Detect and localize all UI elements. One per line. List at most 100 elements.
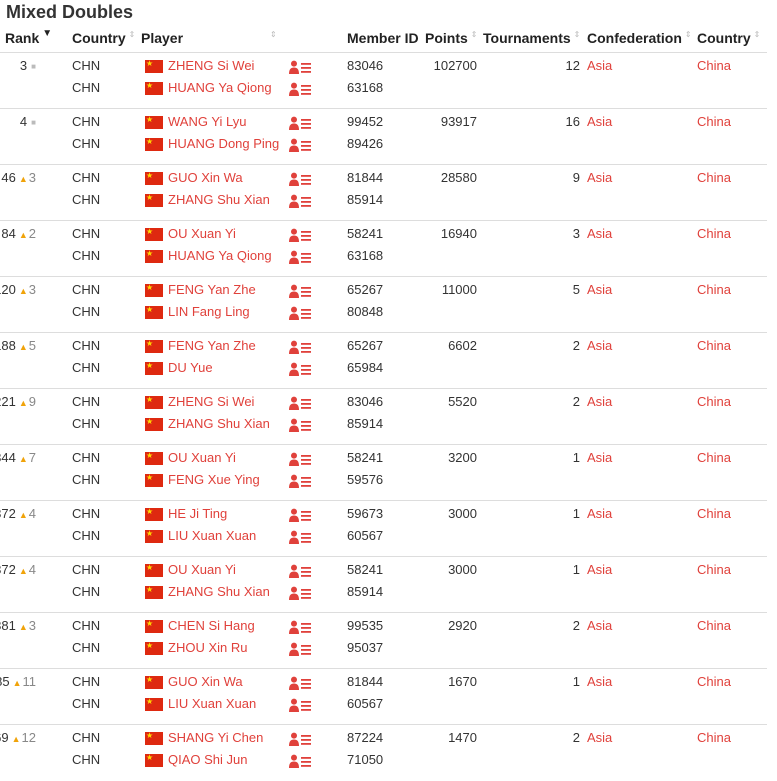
player-name-link[interactable]: OU Xuan Yi bbox=[168, 450, 236, 465]
confederation-link[interactable]: Asia bbox=[587, 114, 613, 129]
sort-icon[interactable]: ⇕ bbox=[270, 30, 277, 39]
player-name-link[interactable]: OU Xuan Yi bbox=[168, 226, 236, 241]
country-link[interactable]: China bbox=[697, 618, 731, 633]
confederation-link[interactable]: Asia bbox=[587, 506, 613, 521]
person-list-icon[interactable] bbox=[289, 60, 313, 74]
sort-icon[interactable]: ⇕ bbox=[753, 30, 761, 39]
player-name-link[interactable]: HUANG Ya Qiong bbox=[168, 248, 272, 263]
player-name-link[interactable]: ZHANG Shu Xian bbox=[168, 192, 270, 207]
player-name-link[interactable]: LIN Fang Ling bbox=[168, 304, 250, 319]
player-name-link[interactable]: QIAO Shi Jun bbox=[168, 752, 248, 767]
player-name-link[interactable]: HUANG Dong Ping bbox=[168, 136, 280, 151]
confederation-link[interactable]: Asia bbox=[587, 58, 613, 73]
country-link[interactable]: China bbox=[697, 450, 731, 465]
player-name-link[interactable]: HE Ji Ting bbox=[168, 506, 228, 521]
player-name-link[interactable]: FENG Yan Zhe bbox=[168, 282, 256, 297]
points-value: 6602 bbox=[448, 338, 477, 353]
sort-icon[interactable]: ⇕ bbox=[573, 30, 581, 39]
col-header-player[interactable]: Player bbox=[141, 30, 184, 46]
player-name-link[interactable]: FENG Yan Zhe bbox=[168, 338, 256, 353]
person-list-icon[interactable] bbox=[289, 698, 313, 712]
confederation-link[interactable]: Asia bbox=[587, 226, 613, 241]
person-list-icon[interactable] bbox=[289, 396, 313, 410]
confederation-link[interactable]: Asia bbox=[587, 282, 613, 297]
col-header-country[interactable]: Country ⇕ bbox=[72, 30, 136, 46]
rank-change: 3 bbox=[28, 282, 36, 297]
player-name-link[interactable]: CHEN Si Hang bbox=[168, 618, 255, 633]
country-link[interactable]: China bbox=[697, 674, 731, 689]
triangle-up-icon: ▲ bbox=[12, 677, 22, 688]
player-name-link[interactable]: GUO Xin Wa bbox=[168, 674, 243, 689]
person-list-icon[interactable] bbox=[289, 194, 313, 208]
sort-icon[interactable]: ⇕ bbox=[684, 30, 692, 39]
confederation-link[interactable]: Asia bbox=[587, 674, 613, 689]
person-list-icon[interactable] bbox=[289, 474, 313, 488]
col-header-points[interactable]: Points ⇕ bbox=[425, 30, 478, 46]
confederation-link[interactable]: Asia bbox=[587, 170, 613, 185]
country-link[interactable]: China bbox=[697, 226, 731, 241]
sort-desc-icon[interactable]: ▼ bbox=[42, 28, 53, 39]
person-list-icon[interactable] bbox=[289, 250, 313, 264]
col-header-country[interactable]: Country ⇕ bbox=[697, 30, 761, 46]
person-list-icon[interactable] bbox=[289, 732, 313, 746]
confederation-link[interactable]: Asia bbox=[587, 730, 613, 745]
person-list-icon[interactable] bbox=[289, 172, 313, 186]
player-name-link[interactable]: ZHOU Xin Ru bbox=[168, 640, 248, 655]
person-list-icon[interactable] bbox=[289, 82, 313, 96]
player-name-link[interactable]: LIU Xuan Xuan bbox=[168, 528, 257, 543]
person-list-icon[interactable] bbox=[289, 138, 313, 152]
person-list-icon[interactable] bbox=[289, 642, 313, 656]
player-name-link[interactable]: LIU Xuan Xuan bbox=[168, 696, 257, 711]
person-list-icon[interactable] bbox=[289, 508, 313, 522]
player-name-link[interactable]: OU Xuan Yi bbox=[168, 562, 236, 577]
person-list-icon[interactable] bbox=[289, 116, 313, 130]
person-list-icon[interactable] bbox=[289, 418, 313, 432]
col-header-confederation[interactable]: Confederation ⇕ bbox=[587, 30, 692, 46]
country-link[interactable]: China bbox=[697, 114, 731, 129]
confederation-link[interactable]: Asia bbox=[587, 450, 613, 465]
country-link[interactable]: China bbox=[697, 506, 731, 521]
country-link[interactable]: China bbox=[697, 58, 731, 73]
confederation-link[interactable]: Asia bbox=[587, 562, 613, 577]
person-list-icon[interactable] bbox=[289, 586, 313, 600]
player-name-link[interactable]: FENG Xue Ying bbox=[168, 472, 260, 487]
country-link[interactable]: China bbox=[697, 730, 731, 745]
player-name-link[interactable]: ZHANG Shu Xian bbox=[168, 584, 270, 599]
person-list-icon[interactable] bbox=[289, 306, 313, 320]
person-list-icon[interactable] bbox=[289, 754, 313, 768]
person-list-icon[interactable] bbox=[289, 530, 313, 544]
person-list-icon[interactable] bbox=[289, 564, 313, 578]
country-link[interactable]: China bbox=[697, 170, 731, 185]
player-name-link[interactable]: HUANG Ya Qiong bbox=[168, 80, 272, 95]
player-name-link[interactable]: ZHANG Shu Xian bbox=[168, 416, 270, 431]
person-list-icon[interactable] bbox=[289, 284, 313, 298]
player-name-link[interactable]: ZHENG Si Wei bbox=[168, 58, 255, 73]
player-name-link[interactable]: SHANG Yi Chen bbox=[168, 730, 264, 745]
person-list-icon[interactable] bbox=[289, 340, 313, 354]
confederation-link[interactable]: Asia bbox=[587, 338, 613, 353]
country-link[interactable]: China bbox=[697, 562, 731, 577]
country-link[interactable]: China bbox=[697, 338, 731, 353]
confederation-link[interactable]: Asia bbox=[587, 618, 613, 633]
player-name-link[interactable]: DU Yue bbox=[168, 360, 213, 375]
person-list-icon[interactable] bbox=[289, 676, 313, 690]
col-header-tournaments[interactable]: Tournaments ⇕ bbox=[483, 30, 581, 46]
points-value: 2920 bbox=[448, 618, 477, 633]
person-list-icon[interactable] bbox=[289, 228, 313, 242]
country-link[interactable]: China bbox=[697, 282, 731, 297]
sort-icon[interactable]: ⇕ bbox=[470, 30, 478, 39]
sort-icon[interactable]: ⇕ bbox=[128, 30, 136, 39]
tournaments-value: 2 bbox=[572, 730, 580, 745]
person-list-icon[interactable] bbox=[289, 452, 313, 466]
country-link[interactable]: China bbox=[697, 394, 731, 409]
col-header-rank[interactable]: Rank ▼ bbox=[5, 28, 53, 47]
person-list-icon[interactable] bbox=[289, 362, 313, 376]
player-name-link[interactable]: GUO Xin Wa bbox=[168, 170, 243, 185]
person-list-icon[interactable] bbox=[289, 620, 313, 634]
player-name-link[interactable]: ZHENG Si Wei bbox=[168, 394, 255, 409]
player-name-link[interactable]: WANG Yi Lyu bbox=[168, 114, 247, 129]
member-id: 89426 bbox=[347, 136, 384, 151]
rank-value: 372 bbox=[0, 562, 16, 577]
col-header-member-id: Member ID bbox=[347, 30, 419, 46]
confederation-link[interactable]: Asia bbox=[587, 394, 613, 409]
